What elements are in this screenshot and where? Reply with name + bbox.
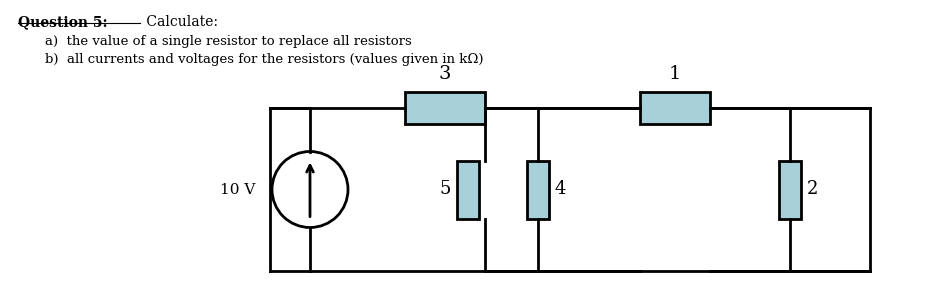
Bar: [779, 161, 801, 219]
Text: 5: 5: [440, 180, 451, 198]
Text: Question 5:: Question 5:: [18, 15, 108, 29]
Bar: [405, 92, 485, 124]
Bar: [527, 161, 549, 219]
Text: 3: 3: [439, 65, 451, 83]
Text: 1: 1: [668, 65, 682, 83]
Text: a)  the value of a single resistor to replace all resistors: a) the value of a single resistor to rep…: [45, 35, 411, 48]
Text: b)  all currents and voltages for the resistors (values given in kΩ): b) all currents and voltages for the res…: [45, 53, 483, 66]
Text: 4: 4: [555, 180, 566, 198]
Text: Calculate:: Calculate:: [142, 15, 218, 29]
Text: 2: 2: [807, 180, 818, 198]
Text: 10 V: 10 V: [220, 183, 255, 197]
Bar: [640, 92, 710, 124]
Bar: [457, 161, 479, 219]
